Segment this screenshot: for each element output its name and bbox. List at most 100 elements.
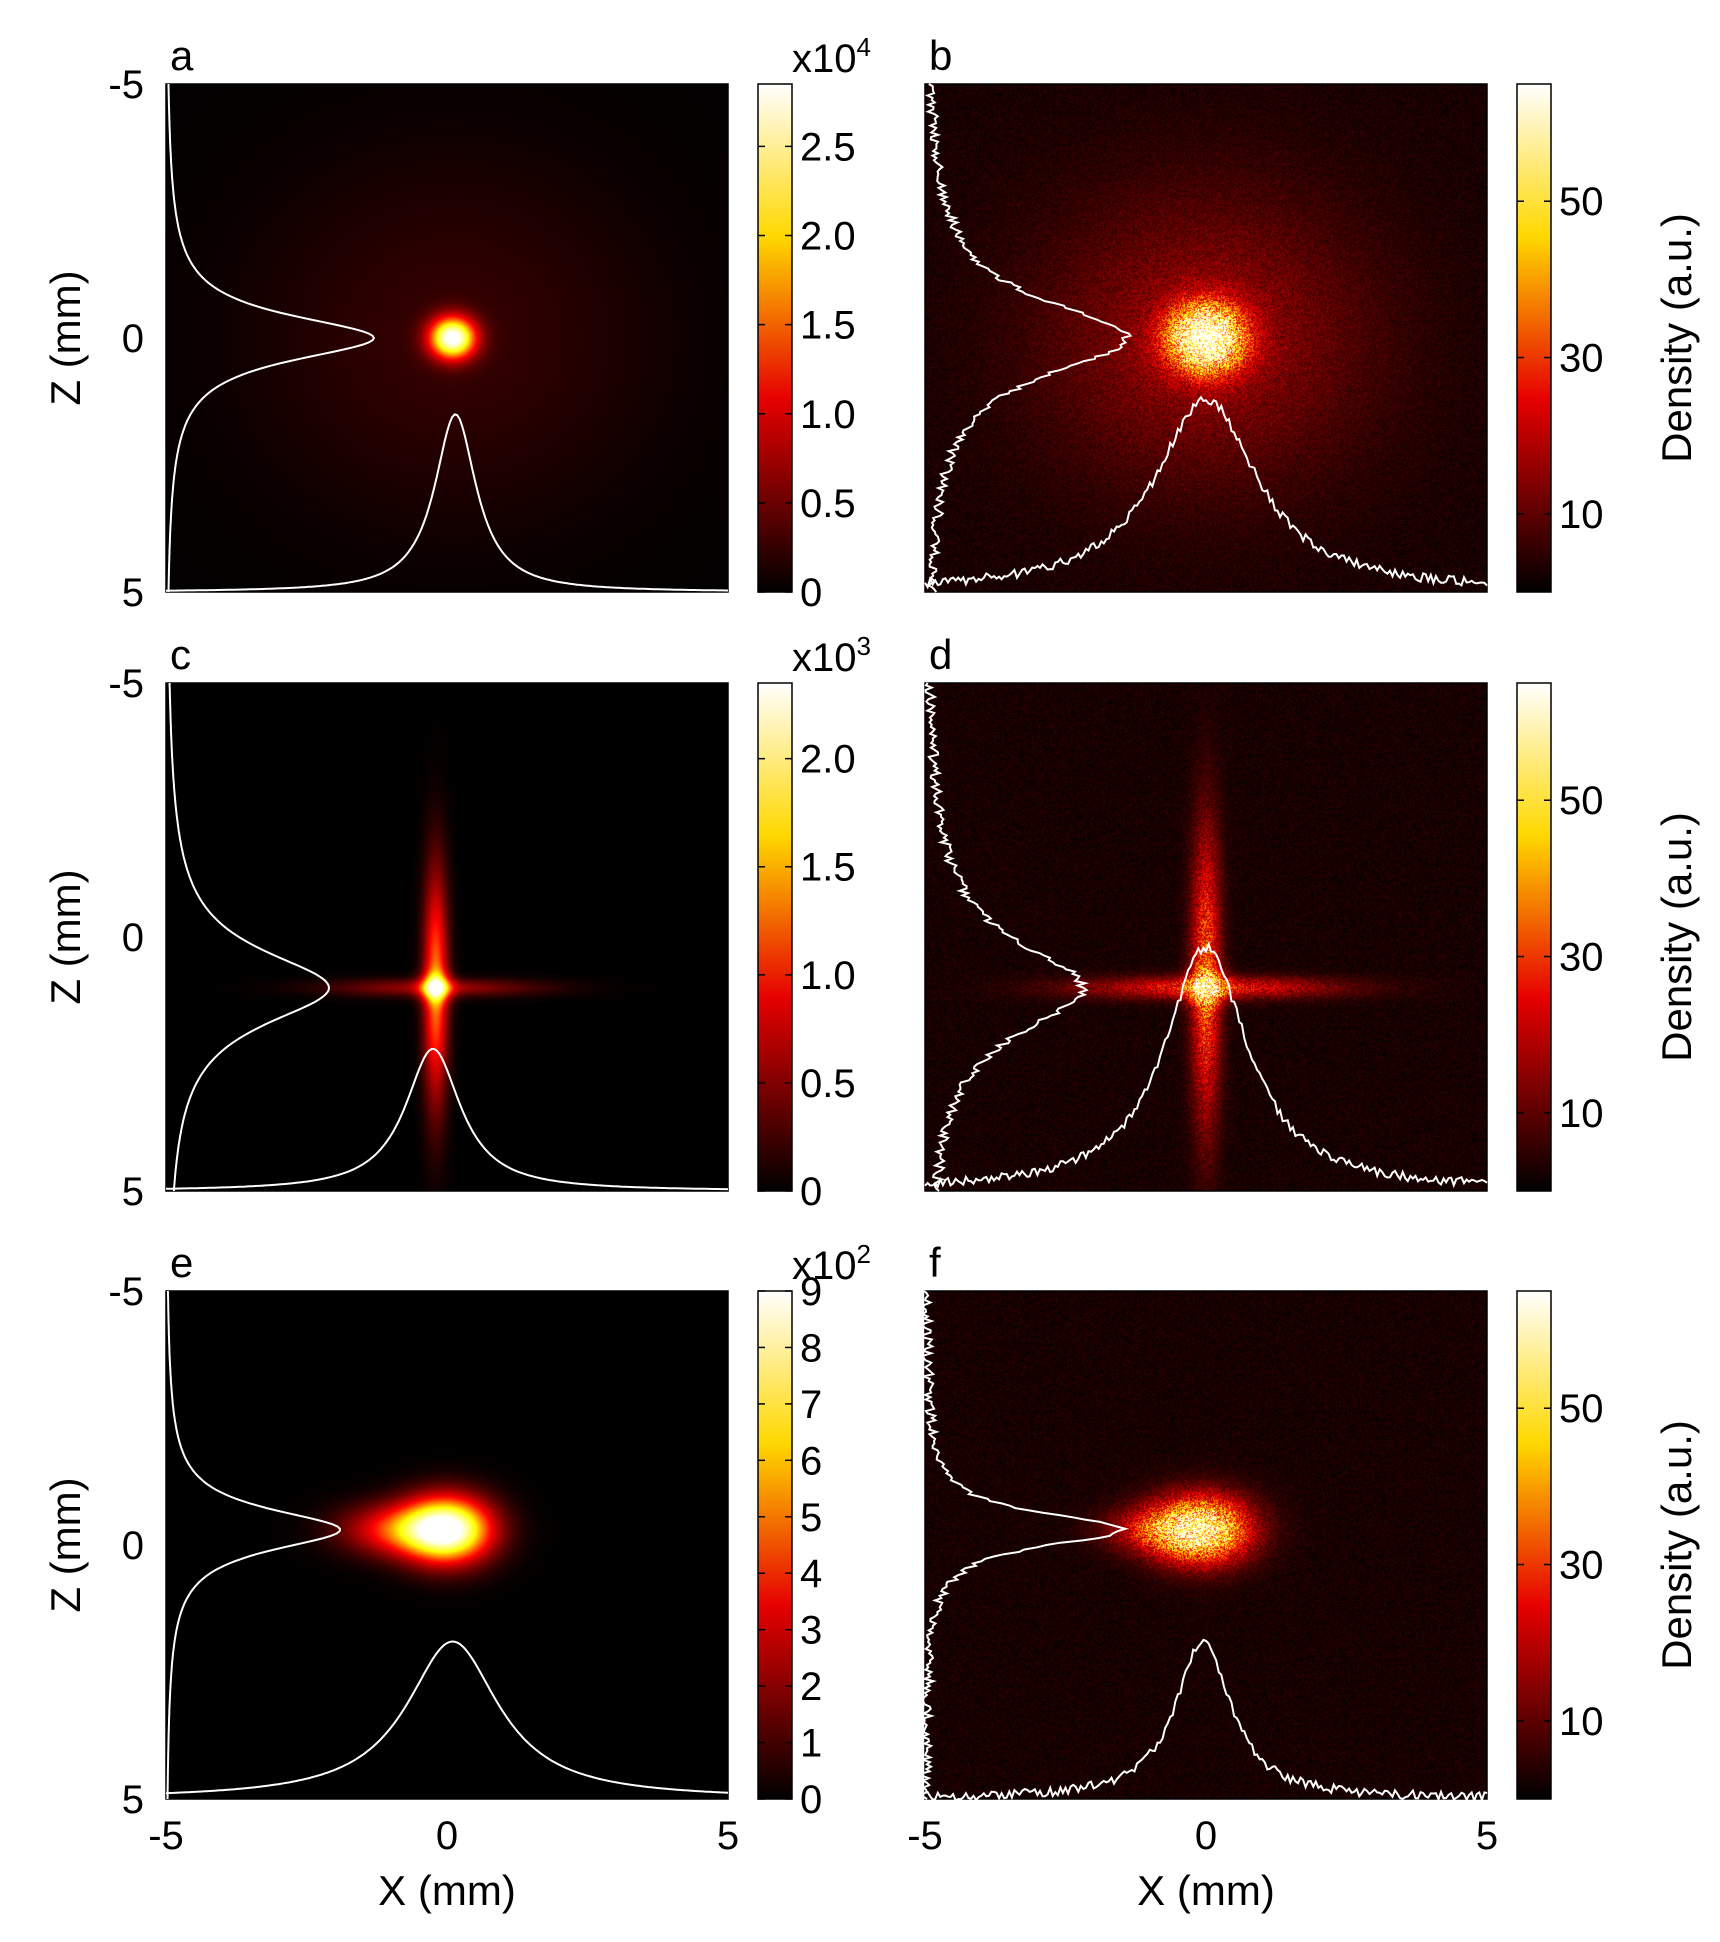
x-tick-label: -5 (148, 1814, 184, 1858)
y-tick-label: 0 (122, 317, 144, 361)
colorbar-tick-label: 1.0 (800, 954, 856, 998)
colorbar-exponent: x104 (792, 32, 871, 81)
panel-letter: d (929, 631, 952, 678)
heatmap-image (925, 84, 1487, 592)
x-profile-curve (165, 413, 728, 592)
colorbar-tick-label: 0.5 (800, 1062, 856, 1106)
y-tick-label: 0 (122, 916, 144, 960)
x-profile-curve (165, 1640, 729, 1795)
colorbar-tick-label: 10 (1559, 1092, 1604, 1136)
heatmap-image (925, 1291, 1487, 1799)
colorbar-tick-label: 50 (1559, 779, 1604, 823)
z-profile-curve (167, 84, 376, 592)
colorbar-tick-label: 50 (1559, 180, 1604, 224)
y-tick-label: 0 (122, 1524, 144, 1568)
colorbar-tick-label: 0.5 (800, 482, 856, 526)
y-tick-label: -5 (108, 1270, 144, 1314)
colorbar-label: Density (a.u.) (1653, 1420, 1700, 1670)
colorbar (757, 682, 793, 1192)
colorbar-tick-label: 7 (800, 1383, 822, 1427)
colorbar-label: Density (a.u.) (1653, 213, 1700, 463)
colorbar-tick-label: 10 (1559, 1700, 1604, 1744)
panel-b: b 10 30 50 Density (a.u.) (924, 32, 1700, 593)
panel-letter: c (170, 631, 191, 678)
colorbar (1516, 682, 1552, 1192)
colorbar-tick-label: 30 (1559, 936, 1604, 980)
plot-frame (924, 1290, 1488, 1800)
z-profile-curve (166, 1290, 342, 1800)
y-tick-label: -5 (108, 662, 144, 706)
colorbar-tick-label: 10 (1559, 493, 1604, 537)
x-axis-title: X (mm) (378, 1867, 516, 1914)
heatmap-image (166, 84, 728, 592)
colorbar-tick-label: 0 (800, 1778, 822, 1822)
x-tick-label: 0 (436, 1814, 458, 1858)
colorbar-tick-label: 5 (800, 1496, 822, 1540)
heatmap-image (166, 683, 728, 1191)
plot-frame (165, 682, 729, 1192)
colorbar-tick-label: 4 (800, 1552, 822, 1596)
colorbar-tick-label: 1.5 (800, 304, 856, 348)
colorbar-tick-label: 50 (1559, 1387, 1604, 1431)
plot-frame (165, 1290, 729, 1800)
colorbar-tick-label: 2 (800, 1665, 822, 1709)
panel-letter: b (929, 32, 952, 79)
x-profile-curve (924, 941, 1488, 1189)
x-tick-label: -5 (907, 1814, 943, 1858)
colorbar-tick-label: 8 (800, 1326, 822, 1370)
colorbar-tick-label: 1.5 (800, 846, 856, 890)
panel-c: c -5 0 5 Z (mm) 0 0.5 1.0 1.5 2.0 x103 (42, 631, 871, 1214)
y-tick-label: 5 (122, 1170, 144, 1214)
plot-frame (924, 682, 1488, 1192)
heatmap-image (166, 1291, 728, 1799)
x-tick-label: 5 (717, 1814, 739, 1858)
panel-letter: f (929, 1239, 941, 1286)
colorbar-tick-label: 0 (800, 1170, 822, 1214)
x-profile-curve (924, 1638, 1488, 1805)
panel-d: d 10 30 50 Density (a.u.) (924, 631, 1700, 1192)
heatmap-image (925, 683, 1487, 1191)
plot-frame (165, 83, 729, 593)
colorbar-exponent-base: x10 (792, 1244, 857, 1288)
panel-letter: a (170, 32, 194, 79)
colorbar (757, 83, 793, 593)
colorbar-tick-label: 1.0 (800, 393, 856, 437)
y-tick-label: -5 (108, 63, 144, 107)
y-tick-label: 5 (122, 571, 144, 615)
colorbar-exponent-power: 2 (857, 1239, 871, 1269)
colorbar (757, 1290, 793, 1800)
colorbar-label: Density (a.u.) (1653, 812, 1700, 1062)
z-profile-curve (924, 83, 1133, 593)
x-profile-curve (165, 1048, 729, 1191)
x-tick-label: 5 (1476, 1814, 1498, 1858)
z-profile-curve (924, 682, 1090, 1192)
z-profile-curve (168, 683, 331, 1192)
colorbar-exponent: x102 (792, 1239, 871, 1288)
y-axis-title: Z (mm) (42, 1477, 89, 1612)
colorbar-exponent-power: 4 (857, 32, 871, 62)
panel-letter: e (170, 1239, 193, 1286)
colorbar (1516, 1290, 1552, 1800)
colorbar-tick-label: 2.0 (800, 215, 856, 259)
colorbar-tick-label: 0 (800, 571, 822, 615)
colorbar-tick-label: 1 (800, 1722, 822, 1766)
colorbar-exponent: x103 (792, 631, 871, 680)
colorbar-tick-label: 3 (800, 1609, 822, 1653)
colorbar-tick-label: 6 (800, 1439, 822, 1483)
y-tick-label: 5 (122, 1778, 144, 1822)
x-axis-title: X (mm) (1137, 1867, 1275, 1914)
colorbar-tick-label: 30 (1559, 1544, 1604, 1588)
colorbar-exponent-base: x10 (792, 37, 857, 81)
x-profile-curve (924, 395, 1488, 590)
colorbar-exponent-power: 3 (857, 631, 871, 661)
x-tick-label: 0 (1195, 1814, 1217, 1858)
colorbar-tick-label: 2.0 (800, 738, 856, 782)
colorbar-tick-label: 2.5 (800, 125, 856, 169)
colorbar (1516, 83, 1552, 593)
panel-f: f -5 0 5 X (mm) 10 30 50 Density (a.u.) (907, 1239, 1700, 1914)
colorbar-tick-label: 9 (800, 1270, 822, 1314)
colorbar-tick-label: 30 (1559, 337, 1604, 381)
colorbar-exponent-base: x10 (792, 636, 857, 680)
